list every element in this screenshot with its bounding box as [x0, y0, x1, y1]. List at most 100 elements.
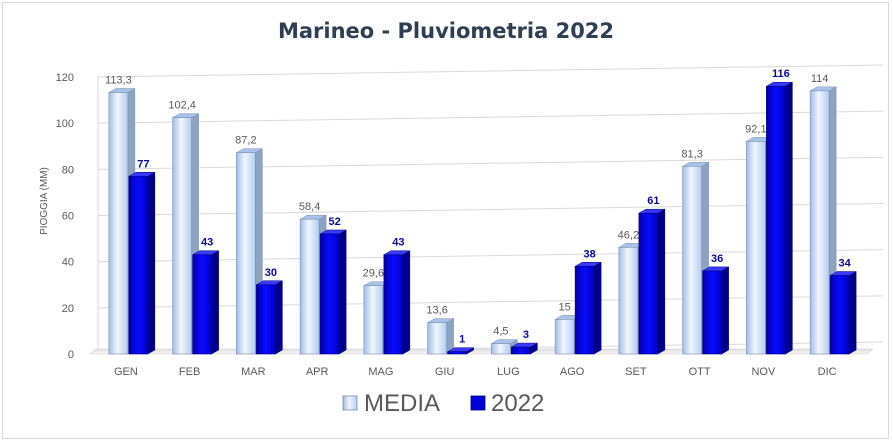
x-tick-label: GIU [435, 366, 455, 378]
bar-front [192, 254, 212, 355]
bar-front [128, 175, 149, 355]
y-tick-label: 40 [62, 257, 74, 269]
chart-title: Marineo - Pluviometria 2022 [278, 19, 614, 43]
chart-svg: Marineo - Pluviometria 2022 PIOGGIA (MM)… [39, 19, 884, 417]
bar-front [638, 212, 659, 355]
bar-front [427, 322, 447, 355]
bar-2022-set [637, 208, 666, 355]
bar-2022-lug [510, 342, 539, 355]
bar-side [785, 81, 793, 355]
bar-2022-mag [382, 250, 411, 355]
bar-2022-giu [446, 347, 475, 355]
bar-side [721, 266, 729, 355]
data-label-media: 92,1 [745, 123, 766, 135]
x-tick-label: OTT [689, 366, 711, 378]
bar-2022-mar [255, 280, 284, 355]
legend-swatch-media [342, 395, 358, 411]
bar-2022-gen [127, 171, 156, 355]
bar-front [682, 166, 702, 355]
data-label-media: 81,3 [681, 148, 702, 160]
bar-front [383, 254, 404, 355]
y-tick-label: 120 [56, 72, 74, 84]
bar-2022-apr [319, 229, 348, 355]
data-label-media: 29,6 [363, 268, 384, 280]
data-label-media: 58,4 [299, 201, 320, 213]
bar-front [746, 141, 766, 355]
data-label-2022: 116 [772, 68, 790, 80]
bar-side [147, 171, 156, 355]
y-tick-label: 80 [62, 164, 74, 176]
data-label-2022: 30 [265, 267, 277, 279]
data-label-media: 102,4 [168, 100, 196, 112]
x-tick-label: LUG [497, 366, 520, 378]
data-label-2022: 77 [137, 158, 149, 170]
bar-media-mar [235, 148, 264, 355]
bar-side [402, 250, 411, 355]
bar-side [657, 208, 666, 355]
x-tick-label: DIC [818, 366, 837, 378]
bar-front [256, 284, 276, 355]
x-tick-label: MAR [241, 366, 266, 378]
bar-2022-ott [701, 266, 730, 355]
legend-label-media: MEDIA [364, 390, 440, 417]
data-label-media: 46,2 [618, 229, 639, 241]
data-label-2022: 43 [201, 237, 213, 249]
data-label-media: 15 [559, 301, 571, 313]
bar-side [593, 261, 602, 355]
bar-side [211, 250, 219, 355]
data-label-media: 4,5 [493, 326, 508, 338]
data-label-2022: 43 [392, 237, 404, 249]
data-label-media: 13,6 [426, 305, 447, 317]
data-label-media: 114 [811, 73, 829, 85]
gridline [97, 64, 884, 78]
bar-front [511, 346, 531, 355]
legend-swatch-2022 [470, 395, 486, 411]
gridlines [97, 64, 884, 355]
y-tick-label: 0 [68, 349, 74, 361]
y-axis: 0 20 40 60 80 100 120 [56, 72, 99, 361]
x-tick-label: FEB [179, 366, 200, 378]
bar-side [275, 280, 283, 355]
legend: MEDIA 2022 [342, 390, 544, 417]
bar-media-giu [426, 318, 455, 355]
bars: 113,3 77 102,4 43 87,2 30 58,4 52 29,6 43 13,6 1 4,5… [105, 68, 858, 355]
bar-front [554, 319, 575, 355]
gridline [97, 110, 884, 124]
chart-frame: Marineo - Pluviometria 2022 PIOGGIA (MM)… [2, 2, 889, 439]
bar-front [766, 85, 786, 355]
bar-side [848, 271, 857, 355]
bar-front [172, 117, 192, 355]
y-tick-label: 60 [62, 211, 74, 223]
chart-floor [89, 348, 874, 355]
data-label-2022: 3 [523, 329, 529, 341]
bar-front [809, 90, 830, 355]
x-tick-label: MAG [368, 366, 393, 378]
bar-front [108, 92, 129, 355]
data-label-media: 87,2 [235, 135, 256, 147]
legend-label-2022: 2022 [491, 390, 544, 417]
bar-front [447, 351, 467, 355]
data-label-2022: 36 [711, 253, 723, 265]
x-tick-label: GEN [114, 366, 138, 378]
data-label-2022: 34 [839, 258, 852, 270]
x-axis: GEN FEB MAR APR MAG GIU LUG AGO SET OTT NOV DIC [114, 366, 837, 378]
bar-side [338, 229, 347, 355]
bar-front [491, 343, 511, 355]
y-axis-label: PIOGGIA (MM) [39, 167, 50, 235]
x-tick-label: NOV [751, 366, 776, 378]
x-tick-label: APR [306, 366, 329, 378]
x-tick-label: SET [625, 366, 647, 378]
y-tick-label: 100 [56, 118, 74, 130]
bar-front [618, 247, 639, 355]
bar-front [574, 265, 595, 355]
bar-front [829, 275, 850, 355]
data-label-2022: 61 [647, 195, 659, 207]
bar-front [299, 218, 320, 355]
y-tick-label: 20 [62, 303, 74, 315]
bar-2022-feb [191, 250, 220, 355]
floor-plane [89, 348, 874, 355]
data-label-media: 113,3 [105, 74, 132, 86]
bar-2022-dic [829, 271, 858, 355]
data-label-2022: 38 [584, 248, 596, 260]
bar-front [319, 233, 340, 355]
